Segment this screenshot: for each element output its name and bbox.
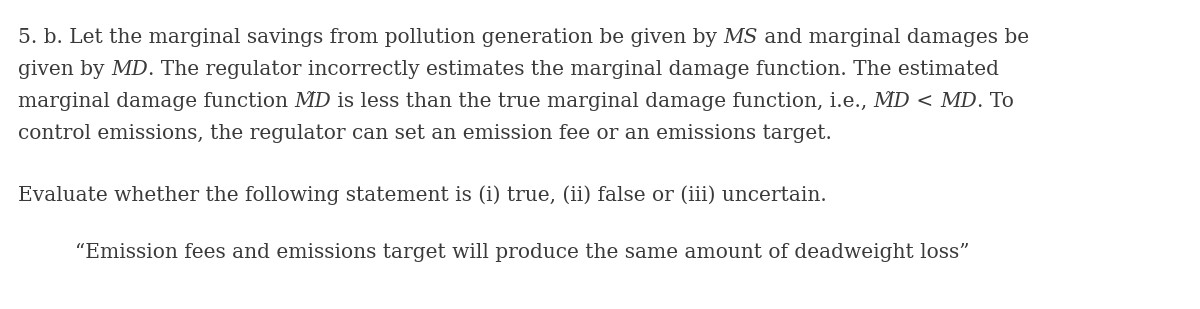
- Text: 5. b. Let the marginal savings from pollution generation be given by: 5. b. Let the marginal savings from poll…: [18, 28, 724, 47]
- Text: . To: . To: [977, 92, 1014, 111]
- Text: marginal damage function: marginal damage function: [18, 92, 294, 111]
- Text: MD: MD: [940, 92, 977, 111]
- Text: <: <: [911, 92, 940, 111]
- Text: MD: MD: [110, 60, 148, 79]
- Text: given by: given by: [18, 60, 110, 79]
- Text: “Emission fees and emissions target will produce the same amount of deadweight l: “Emission fees and emissions target will…: [74, 243, 970, 262]
- Text: M̃D: M̃D: [874, 92, 911, 111]
- Text: . The regulator incorrectly estimates the marginal damage function. The estimate: . The regulator incorrectly estimates th…: [148, 60, 998, 79]
- Text: is less than the true marginal damage function, i.e.,: is less than the true marginal damage fu…: [331, 92, 874, 111]
- Text: control emissions, the regulator can set an emission fee or an emissions target.: control emissions, the regulator can set…: [18, 124, 832, 143]
- Text: and marginal damages be: and marginal damages be: [757, 28, 1028, 47]
- Text: Evaluate whether the following statement is (i) true, (ii) false or (iii) uncert: Evaluate whether the following statement…: [18, 185, 827, 205]
- Text: M̃D: M̃D: [294, 92, 331, 111]
- Text: MS: MS: [724, 28, 757, 47]
